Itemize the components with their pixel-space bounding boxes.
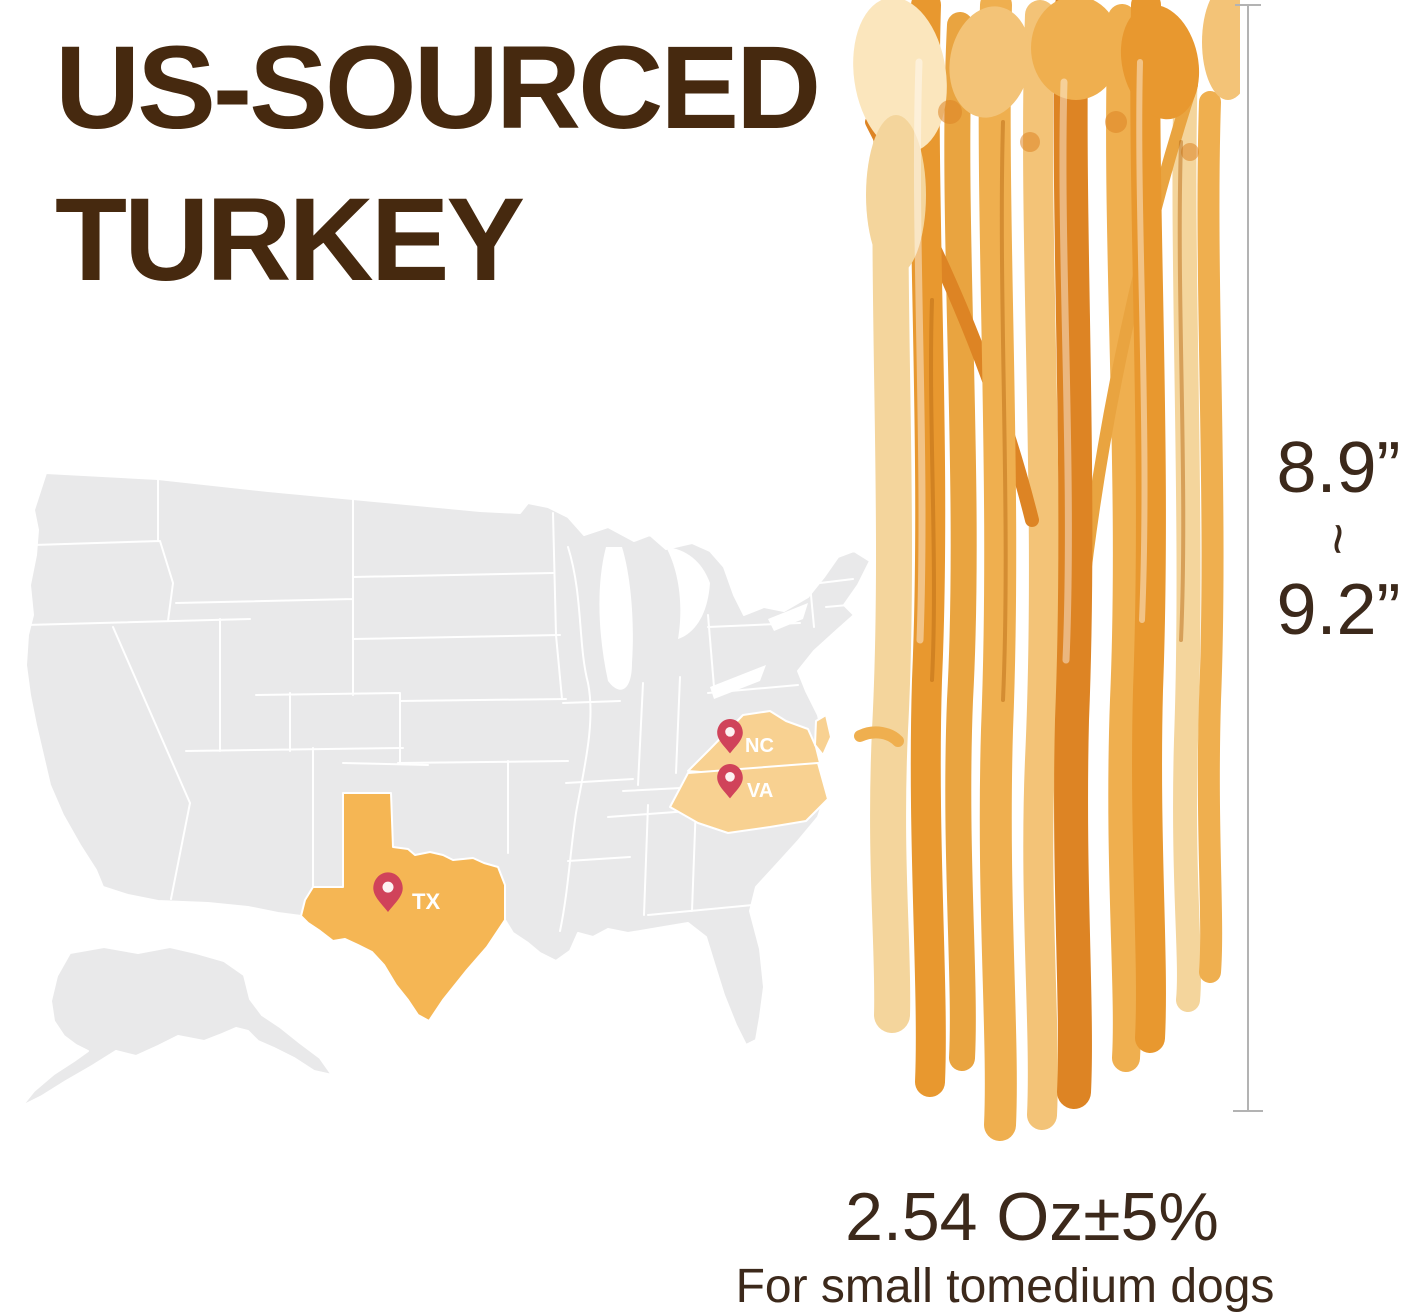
pin-hole xyxy=(725,772,735,782)
tendon-shadow-line xyxy=(1177,140,1186,642)
map-pin-tx xyxy=(373,872,403,912)
tendon-texture xyxy=(913,58,1186,702)
tendon-highlight xyxy=(1136,59,1148,623)
pin-label-tx: TX xyxy=(412,889,440,914)
tendon-strip xyxy=(1053,0,1093,1109)
state-texas xyxy=(300,792,506,1022)
tendon-gnarl xyxy=(1020,132,1040,152)
lake-huron xyxy=(666,547,710,639)
tendon-strip xyxy=(1197,91,1224,983)
height-measure-line xyxy=(1233,4,1263,1112)
us-sourcing-map: NC VA TX xyxy=(21,472,871,1107)
lake-erie xyxy=(710,665,766,699)
weight-text: 2.54 Oz±5% xyxy=(845,1179,1219,1255)
tendon-strip xyxy=(1023,0,1059,1130)
tendon-gnarl xyxy=(938,100,962,124)
tendon-highlight xyxy=(1059,78,1072,664)
tendon-knob xyxy=(1031,0,1121,100)
tendon-knob xyxy=(1120,4,1200,120)
tendon-strip xyxy=(1106,4,1141,1072)
state-borders xyxy=(25,476,854,932)
turkey-tendons-photo xyxy=(853,0,1240,1141)
tendon-shadow-line xyxy=(999,120,1008,702)
tendon-strip xyxy=(978,0,1017,1141)
pin-hole xyxy=(382,881,394,893)
title-line-2: TURKEY xyxy=(55,174,525,306)
tendon-knob xyxy=(866,115,926,275)
size-max: 8.9” xyxy=(1276,428,1401,508)
page-title: US-SOURCED TURKEY xyxy=(55,12,821,316)
tendon-strip xyxy=(909,0,946,1097)
pin-label-nc: NC xyxy=(745,735,774,757)
map-pin-va xyxy=(717,764,743,799)
pin-label-va: VA xyxy=(747,780,773,802)
map-pin-nc xyxy=(717,719,743,754)
tendon-knob xyxy=(1202,0,1240,100)
tendon-knobs xyxy=(853,0,1240,275)
tendon-gnarl xyxy=(1105,111,1127,133)
tendon-branch xyxy=(854,726,904,747)
tendon-knob xyxy=(949,6,1031,118)
us-landmass xyxy=(25,472,871,1046)
tendon-strip xyxy=(944,12,977,1071)
tendon-gnarl xyxy=(1181,143,1199,161)
title-line-1: US-SOURCED xyxy=(55,22,821,154)
size-range-annotation: 8.9” ~ 9.2” xyxy=(1268,430,1409,648)
lake-michigan xyxy=(599,547,633,690)
tendon-highlight xyxy=(913,58,926,644)
tendon-strip xyxy=(1130,0,1166,1053)
audience-text: For small tomedium dogs xyxy=(735,1260,1275,1313)
measure-bar xyxy=(1247,4,1249,1112)
measure-cap-bottom xyxy=(1233,1110,1263,1112)
tendon-knob xyxy=(853,0,947,153)
virginia-eastern-shore xyxy=(814,714,832,756)
pin-hole xyxy=(725,727,735,737)
tendon-shadow-line xyxy=(929,298,936,682)
size-min: 9.2” xyxy=(1276,570,1401,650)
tendon-strip xyxy=(1172,50,1201,1012)
size-range-separator: ~ xyxy=(1307,522,1371,556)
alaska xyxy=(21,946,333,1107)
